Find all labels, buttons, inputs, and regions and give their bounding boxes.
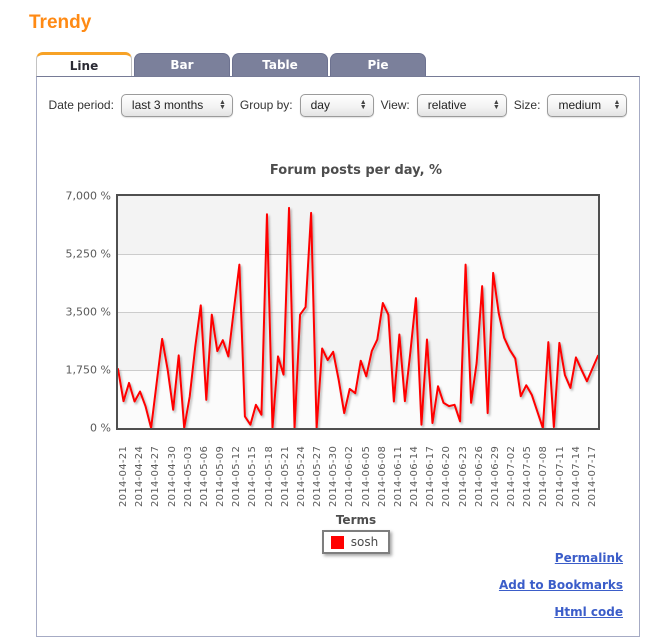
tab-bar: Line Bar Table Pie	[36, 52, 426, 76]
gridline	[118, 254, 598, 255]
x-tick-label: 2014-05-15	[247, 445, 259, 507]
x-tick-label: 2014-06-02	[344, 445, 356, 507]
tab-table-label: Table	[262, 58, 298, 72]
x-tick-label: 2014-06-23	[457, 445, 469, 507]
x-tick-label: 2014-04-24	[134, 445, 146, 507]
x-tick-label: 2014-07-02	[506, 445, 518, 507]
x-tick-label: 2014-05-27	[312, 445, 324, 507]
chart-title: Forum posts per day, %	[269, 163, 443, 178]
html-code-link[interactable]: Html code	[554, 605, 623, 619]
view-select[interactable]: relative ▲ ▼	[416, 93, 507, 117]
series-line-sosh	[118, 206, 598, 428]
date-period-select[interactable]: last 3 months ▲ ▼	[120, 93, 233, 117]
x-tick-label: 2014-06-20	[441, 445, 453, 507]
x-tick-label: 2014-07-11	[554, 445, 566, 507]
x-tick-label: 2014-04-27	[150, 445, 162, 507]
x-tick-label: 2014-06-29	[489, 445, 501, 507]
legend-color-swatch	[330, 535, 344, 549]
select-arrows-icon: ▲ ▼	[359, 99, 367, 111]
date-period-label: Date period:	[48, 98, 114, 112]
tab-bar-chart[interactable]: Bar	[134, 53, 230, 76]
plot-area	[116, 194, 600, 430]
x-tick-label: 2014-06-17	[425, 445, 437, 507]
date-period-value: last 3 months	[131, 98, 204, 112]
group-by-select[interactable]: day ▲ ▼	[299, 93, 374, 117]
permalink-link[interactable]: Permalink	[554, 551, 623, 565]
gridline	[118, 312, 598, 313]
tab-pie[interactable]: Pie	[330, 53, 426, 76]
x-tick-label: 2014-07-17	[586, 445, 598, 507]
view-label: View:	[380, 98, 410, 112]
select-arrows-icon: ▲ ▼	[492, 99, 500, 111]
add-to-bookmarks-link[interactable]: Add to Bookmarks	[498, 578, 623, 592]
x-tick-label: 2014-06-26	[473, 445, 485, 507]
select-arrows-icon: ▲ ▼	[613, 99, 621, 111]
x-tick-label: 2014-05-12	[231, 445, 243, 507]
plot-band	[118, 196, 598, 254]
legend: sosh	[116, 530, 596, 554]
select-arrows-icon: ▲ ▼	[218, 99, 226, 111]
x-tick-label: 2014-06-08	[376, 445, 388, 507]
x-tick-label: 2014-07-08	[538, 445, 550, 507]
x-tick-label: 2014-04-30	[166, 445, 178, 507]
tab-line-label: Line	[69, 58, 99, 73]
y-tick-label: 1,750 %	[65, 363, 111, 377]
content-panel: Date period: last 3 months ▲ ▼ Group by: …	[36, 76, 640, 637]
group-by-value: day	[310, 98, 330, 112]
x-tick-label: 2014-05-09	[215, 445, 227, 507]
x-tick-label: 2014-07-05	[522, 445, 534, 507]
x-tick-label: 2014-05-30	[328, 445, 340, 507]
legend-series-label: sosh	[350, 535, 379, 549]
x-tick-label: 2014-06-11	[392, 445, 404, 507]
x-tick-label: 2014-04-21	[118, 445, 129, 507]
x-tick-label: 2014-06-05	[360, 445, 372, 507]
x-tick-label: 2014-07-14	[570, 445, 582, 507]
x-tick-label: 2014-05-18	[263, 445, 275, 507]
y-tick-label: 3,500 %	[65, 305, 111, 319]
view-value: relative	[427, 98, 467, 112]
x-tick-label: 2014-05-21	[279, 445, 291, 507]
legend-title: Terms	[335, 513, 377, 527]
tab-pie-label: Pie	[367, 58, 389, 72]
footer-links: Permalink Add to Bookmarks Html code	[499, 551, 623, 619]
tab-table[interactable]: Table	[232, 53, 328, 76]
x-tick-label: 2014-05-24	[295, 445, 307, 507]
x-tick-label: 2014-06-14	[409, 445, 421, 507]
y-tick-label: 7,000 %	[65, 189, 111, 203]
size-label: Size:	[513, 98, 541, 112]
x-tick-label: 2014-05-03	[182, 445, 194, 507]
line-chart-svg	[118, 206, 598, 428]
y-tick-label: 5,250 %	[65, 247, 111, 261]
size-select[interactable]: medium ▲ ▼	[547, 93, 628, 117]
size-value: medium	[558, 98, 602, 112]
y-tick-label: 0 %	[90, 421, 111, 435]
x-tick-label: 2014-05-06	[198, 445, 210, 507]
tab-line[interactable]: Line	[36, 52, 132, 76]
plot-band	[118, 254, 598, 312]
gridline	[118, 370, 598, 371]
page-title: Trendy	[29, 12, 92, 33]
group-by-label: Group by:	[239, 98, 293, 112]
x-axis-labels: 2014-04-21 2014-04-24 2014-04-27 2014-04-30…	[118, 433, 598, 509]
tab-bar-label: Bar	[170, 58, 194, 72]
chart-controls: Date period: last 3 months ▲ ▼ Group by: …	[37, 91, 639, 119]
legend-box: sosh	[321, 530, 391, 554]
